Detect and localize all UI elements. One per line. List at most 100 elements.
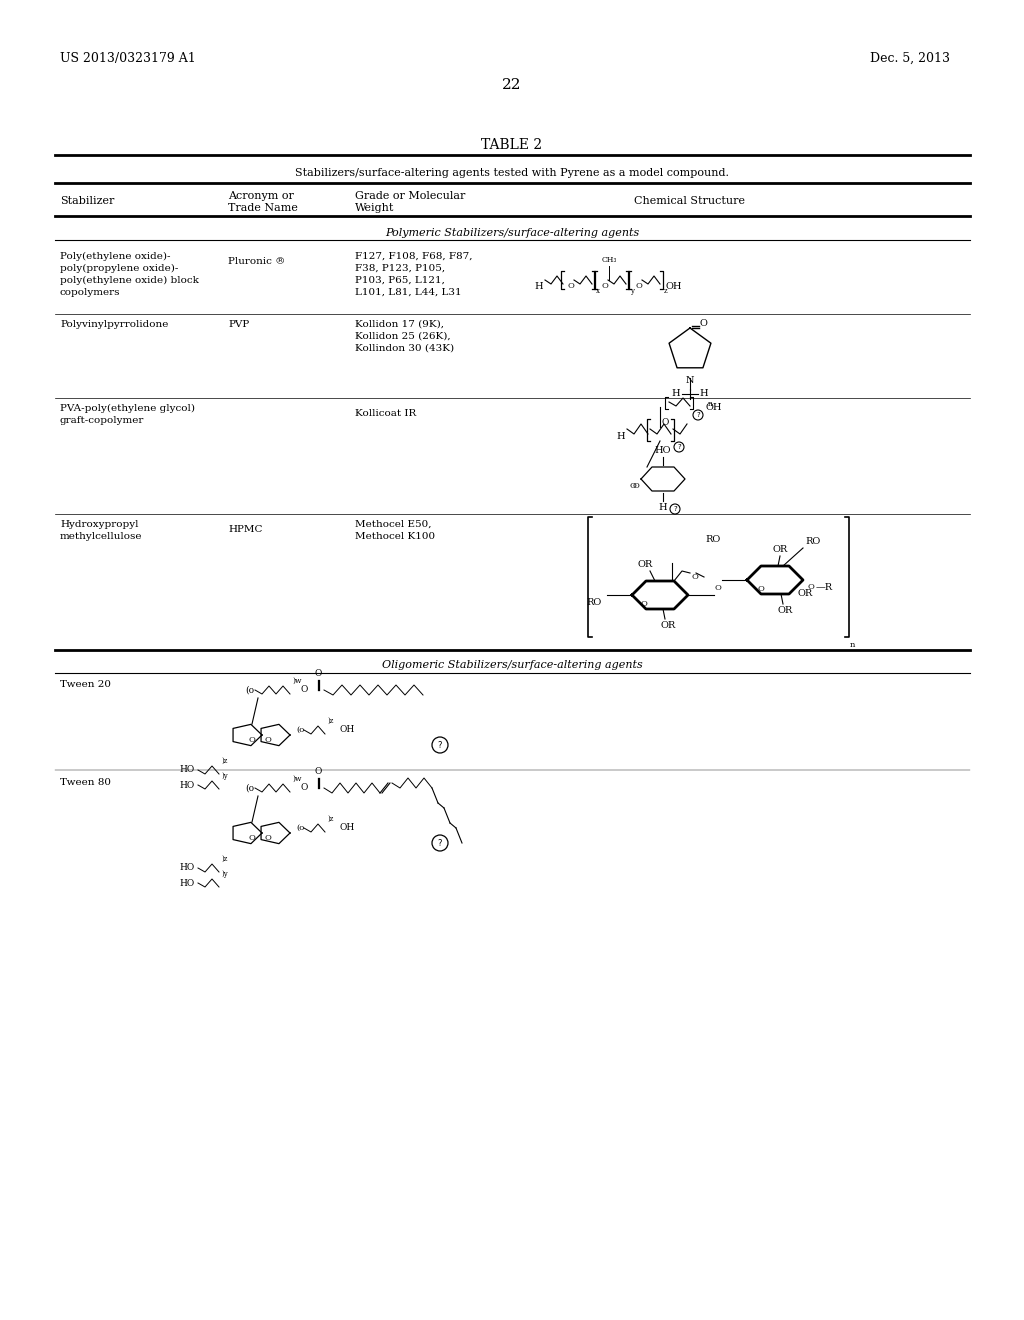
Text: Dec. 5, 2013: Dec. 5, 2013 xyxy=(870,51,950,65)
Text: RO: RO xyxy=(805,537,820,546)
Text: )z: )z xyxy=(221,756,227,766)
Text: HPMC: HPMC xyxy=(228,525,262,535)
Text: Stabilizer: Stabilizer xyxy=(60,195,115,206)
Text: OH: OH xyxy=(339,824,354,833)
Text: O: O xyxy=(264,834,271,842)
Text: HO: HO xyxy=(180,766,195,775)
Text: (o: (o xyxy=(296,726,304,734)
Text: TABLE 2: TABLE 2 xyxy=(481,139,543,152)
Text: OH: OH xyxy=(666,282,683,290)
Text: ?: ? xyxy=(696,412,699,418)
Text: O: O xyxy=(662,418,670,426)
Text: Poly(ethylene oxide)-: Poly(ethylene oxide)- xyxy=(60,252,171,261)
Text: Stabilizers/surface-altering agents tested with Pyrene as a model compound.: Stabilizers/surface-altering agents test… xyxy=(295,168,729,178)
Text: O: O xyxy=(602,282,609,290)
Text: Acronym or: Acronym or xyxy=(228,191,294,201)
Text: O: O xyxy=(300,784,307,792)
Text: ?: ? xyxy=(437,741,442,750)
Text: HO: HO xyxy=(654,446,672,455)
Text: Weight: Weight xyxy=(355,203,394,213)
Text: Kollidon 25 (26K),: Kollidon 25 (26K), xyxy=(355,333,451,341)
Text: )w: )w xyxy=(292,775,301,783)
Text: H: H xyxy=(699,389,709,399)
Text: O: O xyxy=(700,319,708,329)
Text: y: y xyxy=(630,286,634,294)
Text: ?: ? xyxy=(673,506,677,512)
Text: O: O xyxy=(314,669,322,678)
Text: x: x xyxy=(596,286,600,294)
Text: O: O xyxy=(264,737,271,744)
Text: O: O xyxy=(249,737,255,744)
Text: H: H xyxy=(658,503,668,512)
Text: OR: OR xyxy=(777,606,793,615)
Text: O: O xyxy=(629,482,636,490)
Text: Methocel K100: Methocel K100 xyxy=(355,532,435,541)
Text: CH₃: CH₃ xyxy=(601,256,616,264)
Text: O: O xyxy=(632,482,639,490)
Text: Polymeric Stabilizers/surface-altering agents: Polymeric Stabilizers/surface-altering a… xyxy=(385,228,639,238)
Text: HO: HO xyxy=(180,780,195,789)
Text: RO: RO xyxy=(705,535,720,544)
Text: Grade or Molecular: Grade or Molecular xyxy=(355,191,465,201)
Text: z: z xyxy=(664,286,668,294)
Text: )z: )z xyxy=(327,717,334,725)
Text: poly(ethylene oxide) block: poly(ethylene oxide) block xyxy=(60,276,199,285)
Text: O: O xyxy=(714,583,721,591)
Text: Hydroxypropyl: Hydroxypropyl xyxy=(60,520,138,529)
Text: )y: )y xyxy=(221,870,227,878)
Text: OR: OR xyxy=(660,620,676,630)
Text: graft-copolymer: graft-copolymer xyxy=(60,416,144,425)
Text: F127, F108, F68, F87,: F127, F108, F68, F87, xyxy=(355,252,472,261)
Text: Kollindon 30 (43K): Kollindon 30 (43K) xyxy=(355,345,454,352)
Text: Tween 20: Tween 20 xyxy=(60,680,111,689)
Text: L101, L81, L44, L31: L101, L81, L44, L31 xyxy=(355,288,462,297)
Text: (o: (o xyxy=(296,824,304,832)
Text: (o: (o xyxy=(246,784,255,792)
Text: O: O xyxy=(636,282,643,290)
Text: )y: )y xyxy=(221,772,227,780)
Text: H: H xyxy=(535,282,543,290)
Text: P103, P65, L121,: P103, P65, L121, xyxy=(355,276,444,285)
Text: Trade Name: Trade Name xyxy=(228,203,298,213)
Text: Polyvinylpyrrolidone: Polyvinylpyrrolidone xyxy=(60,319,168,329)
Text: Oligomeric Stabilizers/surface-altering agents: Oligomeric Stabilizers/surface-altering … xyxy=(382,660,642,671)
Text: O: O xyxy=(808,583,815,591)
Text: copolymers: copolymers xyxy=(60,288,121,297)
Text: Pluronic ®: Pluronic ® xyxy=(228,257,286,267)
Text: O: O xyxy=(758,585,765,593)
Text: —R: —R xyxy=(816,583,834,591)
Text: N: N xyxy=(686,376,694,385)
Text: OH: OH xyxy=(705,403,722,412)
Text: Kollidon 17 (9K),: Kollidon 17 (9K), xyxy=(355,319,444,329)
Text: Methocel E50,: Methocel E50, xyxy=(355,520,431,529)
Text: )z: )z xyxy=(327,814,334,822)
Text: poly(propylene oxide)-: poly(propylene oxide)- xyxy=(60,264,178,273)
Text: H: H xyxy=(672,389,680,399)
Text: O: O xyxy=(692,573,698,581)
Text: PVA-poly(ethylene glycol): PVA-poly(ethylene glycol) xyxy=(60,404,195,413)
Text: ?: ? xyxy=(677,444,681,450)
Text: OH: OH xyxy=(339,726,354,734)
Text: Kollicoat IR: Kollicoat IR xyxy=(355,409,416,418)
Text: F38, P123, P105,: F38, P123, P105, xyxy=(355,264,445,273)
Text: HO: HO xyxy=(180,863,195,873)
Text: methylcellulose: methylcellulose xyxy=(60,532,142,541)
Text: O: O xyxy=(314,767,322,776)
Text: n: n xyxy=(850,642,855,649)
Text: (o: (o xyxy=(246,685,255,694)
Text: ?: ? xyxy=(437,838,442,847)
Text: HO: HO xyxy=(180,879,195,887)
Text: Tween 80: Tween 80 xyxy=(60,777,111,787)
Text: PVP: PVP xyxy=(228,319,249,329)
Text: n: n xyxy=(708,400,713,408)
Text: H: H xyxy=(616,432,625,441)
Text: US 2013/0323179 A1: US 2013/0323179 A1 xyxy=(60,51,196,65)
Text: OR: OR xyxy=(798,589,813,598)
Text: )w: )w xyxy=(292,677,301,685)
Text: O: O xyxy=(568,282,574,290)
Text: Chemical Structure: Chemical Structure xyxy=(635,195,745,206)
Text: O: O xyxy=(249,834,255,842)
Text: OR: OR xyxy=(772,545,787,554)
Text: O: O xyxy=(641,601,647,609)
Text: 22: 22 xyxy=(502,78,522,92)
